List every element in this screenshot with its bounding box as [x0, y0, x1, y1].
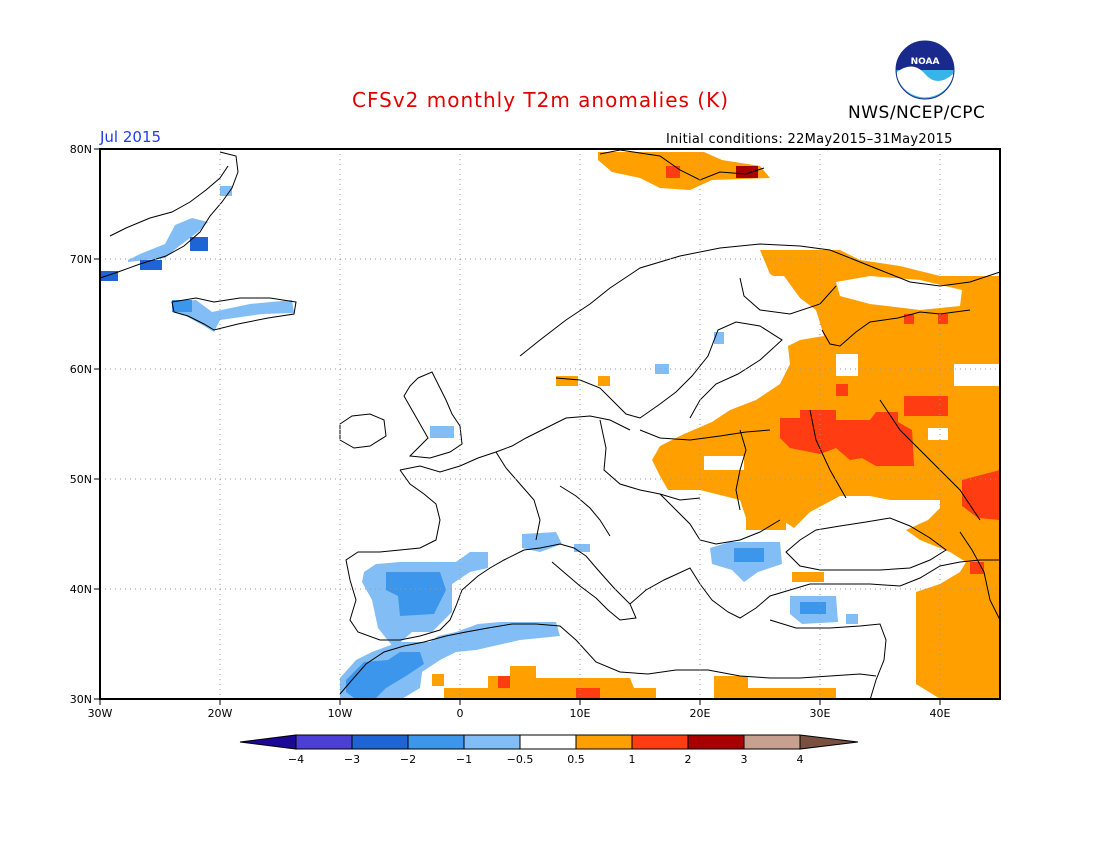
lon-label: 0: [457, 707, 464, 720]
lon-label: 20E: [690, 707, 711, 720]
anomaly-iceland-nw: [172, 300, 192, 312]
colorbar-segment: [519, 734, 577, 750]
anomaly-balkans-core: [734, 548, 764, 562]
lat-label: 80N: [70, 143, 92, 156]
latitude-labels: 80N 70N 60N 50N 40N 30N: [70, 143, 92, 706]
colorbar-tick-label: −1: [456, 753, 472, 766]
anomaly-hole-4: [704, 456, 744, 470]
anomaly-libya-red2: [576, 688, 600, 700]
colorbar-segment: [743, 734, 801, 750]
anomaly-algeria-spot: [432, 674, 444, 686]
anomaly-norway-south: [556, 376, 578, 386]
lat-label: 30N: [70, 693, 92, 706]
gridlines: [100, 149, 1000, 699]
anomaly-turkey-spot: [846, 614, 858, 624]
lon-label: 30W: [88, 707, 113, 720]
anomaly-sweden-spot: [655, 364, 669, 374]
anomaly-belarus-red: [780, 410, 914, 466]
colorbar-arrow-low: [239, 734, 297, 750]
anomaly-uk: [430, 426, 454, 438]
lon-label: 30E: [810, 707, 831, 720]
colorbar-segment: [575, 734, 633, 750]
anomaly-norway-spot: [714, 332, 724, 344]
colorbar-labels: −4 −3 −2 −1 −0.5 0.5 1 2 3 4: [288, 753, 804, 766]
anomaly-russia-red-ne: [904, 396, 948, 416]
anomaly-hole-1: [836, 354, 858, 376]
lat-label: 50N: [70, 473, 92, 486]
anomaly-svalbard-red: [666, 166, 680, 178]
anomaly-greenland-e: [220, 186, 232, 196]
anomaly-north-africa: [444, 666, 656, 700]
lat-label: 70N: [70, 253, 92, 266]
anomaly-hole-3: [928, 428, 948, 440]
coastline-layer: [99, 149, 1001, 701]
colorbar-tick-label: 0.5: [567, 753, 585, 766]
anomaly-romania-spot: [746, 510, 786, 530]
lat-label: 40N: [70, 583, 92, 596]
anomaly-bulgaria-spot: [792, 572, 824, 582]
colorbar-segment: [351, 734, 409, 750]
colorbar-tick-label: −3: [344, 753, 360, 766]
anomaly-turkey-core: [800, 602, 826, 614]
lon-label: 40E: [930, 707, 951, 720]
anomaly-iberia-inner: [386, 572, 446, 616]
forecast-period: Jul 2015: [100, 128, 162, 146]
anomaly-kola-red2: [938, 314, 948, 324]
colorbar-tick-label: 3: [741, 753, 748, 766]
anomaly-svalbard-dark: [736, 166, 758, 178]
colorbar-segment: [407, 734, 465, 750]
colorbar-tick-label: −0.5: [507, 753, 534, 766]
anomaly-greenland-s: [140, 260, 162, 270]
colorbar-tick-label: 4: [797, 753, 804, 766]
anomaly-sweden-south: [598, 376, 610, 386]
negative-anomaly-layer: [100, 186, 858, 700]
colorbar-tick-label: 2: [685, 753, 692, 766]
anomaly-russia-north: [652, 250, 1000, 700]
anomaly-morocco-core: [346, 652, 424, 698]
anomaly-hole-2: [954, 364, 1000, 386]
lat-label: 60N: [70, 363, 92, 376]
colorbar-tick-label: −4: [288, 753, 304, 766]
colorbar-segment: [295, 734, 353, 750]
logo-text: NOAA: [911, 57, 940, 67]
anomaly-svalbard: [598, 152, 770, 190]
colorbar-tick-label: 1: [629, 753, 636, 766]
anomaly-kola-red: [904, 314, 914, 324]
map-title: CFSv2 monthly T2m anomalies (K): [352, 88, 729, 112]
noaa-logo-icon: NOAA: [895, 40, 955, 100]
anomaly-iceland: [172, 300, 294, 332]
anomaly-greenland-se: [190, 237, 208, 251]
colorbar-tick-label: −2: [400, 753, 416, 766]
map-frame: [99, 148, 1001, 700]
colorbar-segment: [463, 734, 521, 750]
anomaly-greenland-sw: [100, 271, 118, 281]
longitude-labels: 30W 20W 10W 0 10E 20E 30E 40E: [88, 707, 951, 720]
axis-ticks: [94, 148, 941, 705]
lon-label: 10W: [328, 707, 353, 720]
anomaly-egypt: [714, 676, 836, 700]
anomaly-greenland-coast: [128, 218, 208, 262]
lon-label: 20W: [208, 707, 233, 720]
positive-anomaly-layer: [432, 152, 1000, 700]
colorbar-arrow-high: [799, 734, 859, 750]
anomaly-italy: [522, 532, 562, 552]
anomaly-red-small: [836, 384, 848, 396]
organization-label: NWS/NCEP/CPC: [848, 103, 986, 123]
anomaly-libya-red: [498, 676, 510, 688]
initial-conditions: Initial conditions: 22May2015–31May2015: [666, 132, 953, 147]
colorbar: [239, 734, 859, 750]
colorbar-segment: [687, 734, 745, 750]
anomaly-italy-b: [574, 544, 590, 552]
lon-label: 10E: [570, 707, 591, 720]
anomaly-hole-karelia: [760, 276, 800, 314]
colorbar-segment: [631, 734, 689, 750]
